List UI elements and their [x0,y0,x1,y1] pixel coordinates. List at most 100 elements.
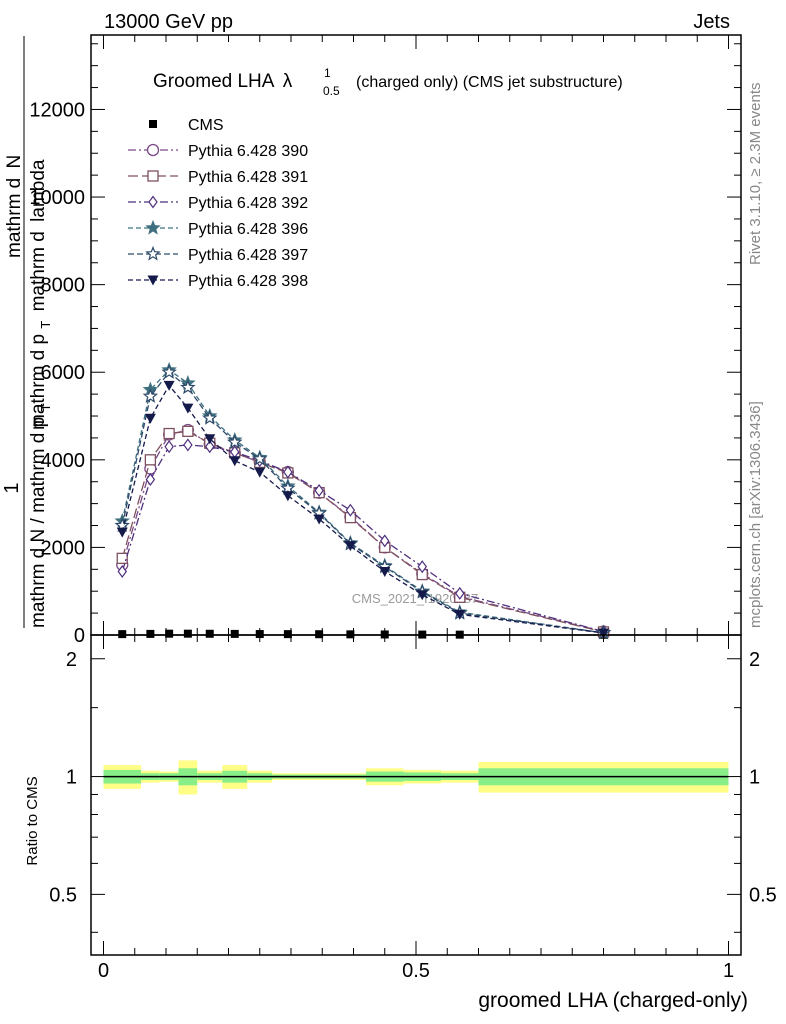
series-point [254,467,266,478]
series-point [182,403,194,414]
ratio-uncertainty-bands [103,760,729,795]
series-point [598,628,609,639]
legend-item: CMS [149,117,224,134]
series-point [183,629,192,638]
series-3 [117,438,609,639]
series-point [417,560,427,574]
ylabel-fraction-T: T [38,404,53,412]
series-point [144,454,157,466]
legend-marker [148,195,158,209]
series-line [121,444,604,633]
ylabel-fraction-main: mathrm d N / mathrm d p [28,417,49,628]
legend-label: Pythia 6.428 390 [188,143,308,160]
ylabel-fraction: mathrm d N / mathrm d p T [28,404,53,628]
header-left-label: 13000 GeV pp [104,11,233,33]
ylabel-num-N: N [4,155,25,169]
legend-item: Pythia 6.428 391 [128,169,308,186]
series-point [165,629,174,638]
series-point [283,465,293,479]
ylabel-num-d: mathrm d [4,178,25,258]
ylabel-den-T: T [38,321,53,329]
svg-text:Groomed LHA λ: Groomed LHA λ [153,71,293,92]
rivet-label: Rivet 3.1.10, ≥ 2.3M events [747,83,764,266]
series-point [204,434,216,445]
main-series-group [114,361,612,640]
main-ytick-label: 10000 [29,187,85,209]
title-rest: (charged only) (CMS jet substructure) [356,74,623,91]
series-point [117,564,127,579]
ylabel-den-d: mathrm d [28,231,49,311]
ylabel-den-lambda: lambda [28,159,49,222]
ratio-ytick-label: 2 [66,649,77,671]
series-point [314,483,324,497]
legend-label: Pythia 6.428 392 [188,195,308,212]
ratio-ytick-label: 1 [66,767,77,789]
series-point [454,609,466,620]
main-ytick-label: 6000 [41,362,86,384]
legend-label: Pythia 6.428 391 [188,169,308,186]
ratio-ytick-label-right: 0.5 [749,884,777,906]
header-right-label: Jets [693,11,730,33]
title-symbol: λ [283,71,293,92]
legend-label: Pythia 6.428 398 [188,273,308,290]
main-ytick-label: 4000 [41,450,86,472]
main-y-label: 1 mathrm d N / mathrm d p T mathrm d N m… [1,36,55,628]
series-point [116,552,128,565]
ylabel-denominator: mathrm d p T mathrm d lambda [28,159,55,430]
series-point [282,491,294,502]
series-point [455,586,465,600]
series-point [379,566,391,577]
series-point [144,413,156,424]
main-ytick-label: 12000 [29,99,85,121]
series-point [255,630,264,639]
main-ytick-label: 8000 [41,275,86,297]
main-ytick-label: 2000 [41,537,86,559]
ratio-plot-panel: 0.5 0.51 12 2 0 0.5 1 Ratio to CMS groomed LH… [24,634,777,1012]
series-line [121,430,604,633]
series-point [163,427,175,440]
series-point [118,630,127,639]
series-point [283,630,292,639]
ratio-ytick-label-right: 2 [749,649,760,671]
series-0 [118,629,608,639]
legend-item: Pythia 6.428 392 [128,195,308,212]
ratio-y-label: Ratio to CMS [24,776,41,865]
legend: CMS Pythia 6.428 390 Pythia 6.428 391 Pythi… [128,117,308,290]
mcplots-label: mcplots.cern.ch [arXiv:1306.3436] [747,401,764,628]
legend-item: Pythia 6.428 396 [128,219,308,238]
legend-label: CMS [188,117,224,134]
xtick-label: 0.5 [402,960,430,982]
series-point [205,629,214,638]
title-main: Groomed LHA [153,71,275,92]
series-point [163,380,175,391]
ratio-y-axis: 0.5 0.5 1 1 2 2 [49,649,777,933]
legend-marker [146,143,160,157]
ylabel-numerator: mathrm d N [4,155,25,258]
series-point [416,590,428,601]
series-point [116,527,128,538]
series-point [315,630,324,639]
series-point [229,456,241,467]
series-point [183,438,193,452]
series-point [345,503,356,517]
series-point [226,434,243,449]
legend-marker [147,275,159,286]
ylabel-one: 1 [1,482,23,493]
series-point [380,534,390,548]
legend-label: Pythia 6.428 397 [188,247,308,264]
legend-marker [145,219,161,235]
legend-item: Pythia 6.428 390 [128,143,308,160]
legend-label: Pythia 6.428 396 [188,221,308,238]
main-plot-panel: 0 2000 4000 6000 8000 10000 12000 CMS_2021_I19… [29,34,742,647]
ylabel-den-dp: mathrm d p [28,334,49,430]
legend-item: Pythia 6.428 397 [128,245,308,264]
ratio-ytick-label-right: 1 [749,767,760,789]
series-line [121,369,604,634]
series-point [205,440,215,454]
series-point [344,541,356,552]
main-y-axis: 0 2000 4000 6000 8000 10000 12000 [29,43,741,647]
series-point [164,440,174,454]
series-point [142,388,159,403]
series-point [280,480,296,495]
series-point [251,450,268,466]
